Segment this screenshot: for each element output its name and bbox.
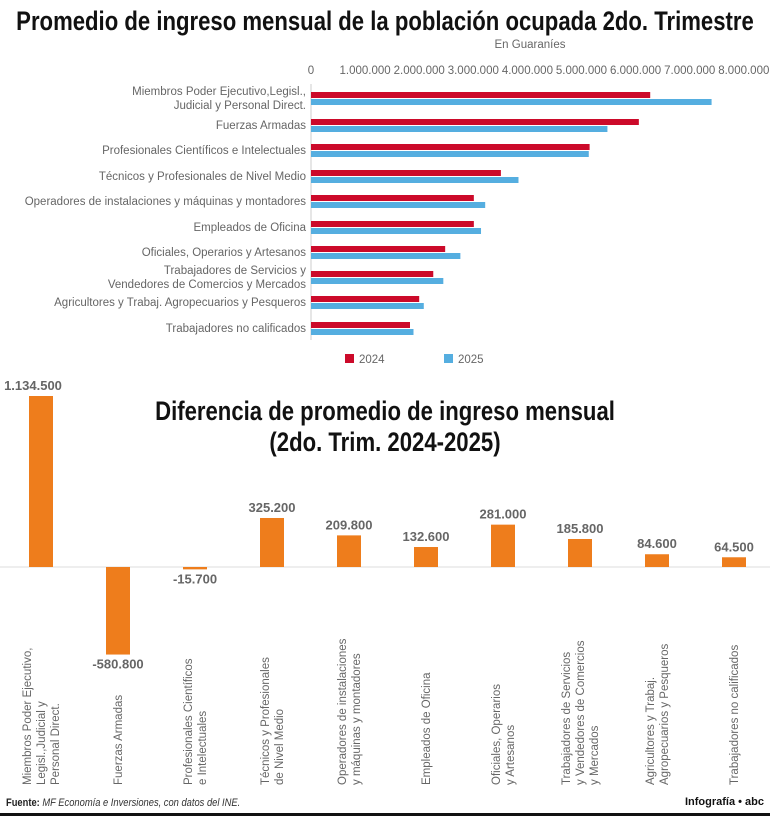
category-label-2: Empleados de Oficina — [421, 672, 433, 785]
diff-bar — [568, 538, 592, 567]
category-label: Trabajadores no calificados — [166, 323, 306, 335]
bar-2025 — [311, 177, 519, 183]
category-label: Operadores de instalaciones y máquinas y… — [25, 196, 307, 208]
category-label: Fuerzas Armadas — [216, 120, 306, 132]
bar-2024 — [311, 322, 411, 328]
credit: Infografía • abc — [684, 796, 764, 808]
category-label-2: Agropecuarios y Pesqueros — [659, 643, 671, 785]
bar-2024 — [311, 195, 474, 201]
bottom-rule — [0, 813, 770, 816]
bar-2024 — [311, 170, 501, 176]
category-label-2: Técnicos y Profesionales — [260, 657, 272, 785]
x-tick-label: 4.000.000 — [502, 65, 553, 77]
category-label-2: e Intelectuales — [197, 711, 209, 785]
category-label-2: Trabajadores no calificados — [729, 645, 741, 785]
bar-2025 — [311, 278, 444, 284]
category-label-2: Fuerzas Armadas — [113, 695, 125, 785]
chart-title-2: Diferencia de promedio de ingreso mensua… — [155, 397, 615, 427]
category-label: Empleados de Oficina — [193, 222, 306, 234]
bar-2025 — [311, 253, 461, 259]
category-label: Miembros Poder Ejecutivo,Legisl., — [132, 86, 306, 98]
bar-2025 — [311, 151, 589, 157]
chart-title-2: (2do. Trim. 2024-2025) — [269, 428, 500, 458]
bar-2024 — [311, 144, 590, 150]
bar-2025 — [311, 303, 424, 309]
category-label-2: y Vendedores de Comercios — [575, 640, 587, 785]
bar-2025 — [311, 126, 608, 132]
bar-2025 — [311, 228, 482, 234]
data-label: 185.800 — [557, 521, 604, 536]
chart-subtitle: En Guaraníes — [495, 39, 566, 51]
category-label-2: Trabajadores de Servicios — [561, 652, 573, 785]
chart-title: Promedio de ingreso mensual de la poblac… — [16, 7, 754, 37]
diff-bar — [491, 524, 515, 567]
x-tick-label: 6.000.000 — [610, 65, 661, 77]
diff-bar — [645, 554, 669, 567]
diff-bar — [337, 535, 361, 567]
x-tick-label: 8.000.000 — [718, 65, 769, 77]
data-label: 1.134.500 — [4, 378, 62, 393]
category-label: Técnicos y Profesionales de Nivel Medio — [99, 171, 306, 183]
diff-bar — [414, 547, 438, 567]
diff-bar — [722, 557, 746, 567]
data-label: 325.200 — [249, 500, 296, 515]
x-tick-label: 3.000.000 — [448, 65, 499, 77]
legend-label-2025: 2025 — [458, 354, 484, 366]
category-label: Oficiales, Operarios y Artesanos — [142, 247, 307, 259]
legend-label-2024: 2024 — [359, 354, 385, 366]
x-tick-label: 0 — [308, 65, 314, 77]
source-text: MF Economía e Inversiones, con datos del… — [42, 797, 241, 809]
bar-2025 — [311, 99, 712, 105]
category-label-2: Operadores de instalaciones — [337, 638, 349, 785]
category-label-2: de Nivel Medio — [274, 709, 286, 785]
source-label: Fuente: — [6, 797, 40, 809]
diff-bar — [183, 567, 207, 570]
bar-2024 — [311, 221, 474, 227]
data-label: 64.500 — [714, 539, 754, 554]
source-note: Fuente: MF Economía e Inversiones, con d… — [6, 797, 240, 809]
diff-bar — [106, 567, 130, 655]
bar-2024 — [311, 296, 420, 302]
bar-2025 — [311, 329, 414, 335]
category-label: Vendedores de Comercios y Mercados — [108, 279, 306, 291]
category-label-2: y máquinas y montadores — [351, 653, 363, 785]
bar-2024 — [311, 119, 639, 125]
diff-bar — [29, 396, 53, 567]
bar-2024 — [311, 246, 446, 252]
x-tick-label: 2.000.000 — [394, 65, 445, 77]
data-label: -15.700 — [173, 571, 217, 586]
category-label-2: Legisl.,Judicial y — [36, 701, 48, 785]
category-label: Agricultores y Trabaj. Agropecuarios y P… — [54, 297, 306, 309]
category-label: Judicial y Personal Direct. — [174, 100, 306, 112]
category-label: Trabajadores de Servicios y — [164, 265, 306, 277]
bar-2025 — [311, 202, 486, 208]
data-label: 132.600 — [403, 529, 450, 544]
data-label: 209.800 — [326, 517, 373, 532]
legend-swatch-2025 — [444, 354, 453, 363]
legend-swatch-2024 — [345, 354, 354, 363]
diff-bar — [260, 517, 284, 567]
bar-2024 — [311, 92, 651, 98]
category-label-2: Oficiales, Operarios — [491, 684, 503, 785]
x-tick-label: 5.000.000 — [556, 65, 607, 77]
x-tick-label: 7.000.000 — [664, 65, 715, 77]
category-label-2: y Mercados — [589, 725, 601, 785]
category-label-2: y Artesanos — [505, 725, 517, 785]
category-label-2: Personal Direct. — [50, 703, 62, 785]
category-label-2: Miembros Poder Ejecutivo, — [22, 648, 34, 785]
category-label: Profesionales Científicos e Intelectuale… — [102, 145, 306, 157]
category-label-2: Agricultores y Trabaj. — [645, 677, 657, 785]
data-label: 84.600 — [637, 536, 677, 551]
x-tick-label: 1.000.000 — [340, 65, 391, 77]
bar-2024 — [311, 271, 434, 277]
category-label-2: Profesionales Científicos — [183, 658, 195, 785]
data-label: -580.800 — [92, 657, 143, 672]
data-label: 281.000 — [480, 507, 527, 522]
